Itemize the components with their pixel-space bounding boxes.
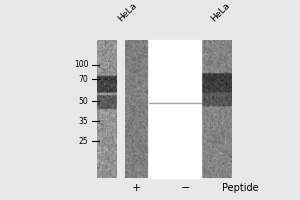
Text: 70: 70 (79, 75, 88, 84)
Text: HeLa: HeLa (117, 1, 139, 23)
Text: Peptide: Peptide (222, 183, 258, 193)
Text: +: + (132, 183, 141, 193)
Text: 50: 50 (79, 97, 88, 106)
Text: 100: 100 (74, 60, 88, 69)
Text: 35: 35 (79, 117, 88, 126)
Text: HeLa: HeLa (210, 1, 232, 23)
Text: 25: 25 (79, 137, 88, 146)
Text: −: − (181, 183, 191, 193)
